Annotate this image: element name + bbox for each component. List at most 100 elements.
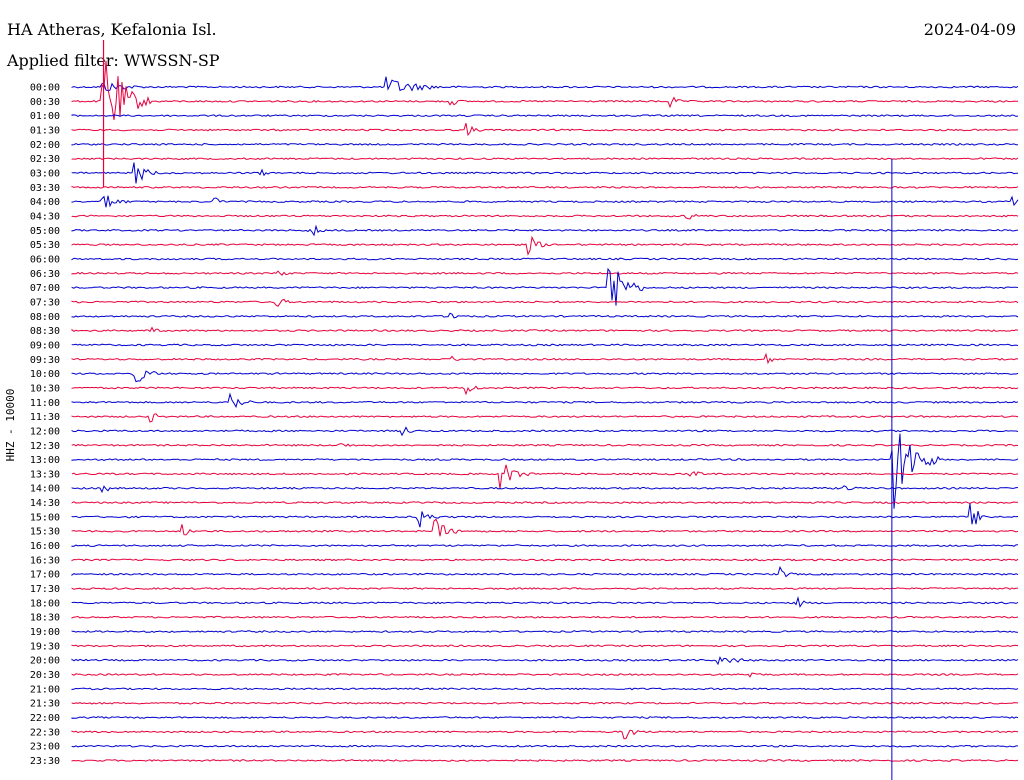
time-label: 04:30 (30, 211, 60, 222)
time-label: 12:00 (30, 426, 60, 437)
trace-line (71, 326, 1019, 333)
time-label: 17:00 (30, 570, 60, 581)
time-label: 13:30 (30, 469, 60, 480)
trace-line (71, 655, 1019, 666)
time-label: 13:00 (30, 455, 60, 466)
time-label: 22:00 (30, 713, 60, 724)
trace-line (71, 370, 1019, 383)
time-label: 18:30 (30, 613, 60, 624)
time-label: 00:30 (30, 97, 60, 108)
trace-line (71, 433, 1019, 509)
trace-line (71, 759, 1019, 762)
trace-line (71, 385, 1019, 396)
trace-line (71, 123, 1019, 137)
time-label: 09:00 (30, 340, 60, 351)
time-label: 21:30 (30, 699, 60, 710)
time-label: 03:30 (30, 183, 60, 194)
time-label: 19:00 (30, 627, 60, 638)
trace-line (71, 587, 1019, 590)
time-label: 14:30 (30, 498, 60, 509)
filter-label: Applied filter: WWSSN-SP (7, 51, 220, 70)
trace-line (71, 426, 1019, 437)
trace-line (71, 157, 1019, 161)
time-label: 15:00 (30, 512, 60, 523)
trace-line (71, 76, 1019, 92)
trace-line (71, 464, 1019, 489)
trace-line (71, 195, 1019, 208)
time-label: 04:00 (30, 197, 60, 208)
time-label: 08:30 (30, 326, 60, 337)
trace-group (71, 40, 1019, 780)
time-label: 17:30 (30, 584, 60, 595)
trace-line (71, 413, 1019, 423)
time-label: 20:00 (30, 656, 60, 667)
time-label: 16:30 (30, 555, 60, 566)
time-labels: 00:00 00:30 01:00 01:30 02:00 02:30 03:00 03:30… (30, 83, 60, 768)
trace-line (71, 213, 1019, 220)
time-label: 02:00 (30, 140, 60, 151)
trace-line (71, 595, 1019, 608)
trace-line (71, 235, 1019, 256)
time-label: 14:00 (30, 484, 60, 495)
time-label: 00:00 (30, 83, 60, 94)
time-label: 08:00 (30, 312, 60, 323)
time-label: 02:30 (30, 154, 60, 165)
trace-line (71, 162, 1019, 184)
trace-line (71, 630, 1019, 633)
trace-line (71, 343, 1019, 347)
trace-line (71, 485, 1018, 494)
time-label: 19:30 (30, 641, 60, 652)
trace-line (71, 716, 1019, 719)
trace-line (71, 729, 1019, 740)
trace-line (71, 443, 1019, 447)
station-title: HA Atheras, Kefalonia Isl. (7, 20, 217, 39)
trace-line (71, 501, 1019, 505)
time-label: 06:30 (30, 269, 60, 280)
time-label: 07:30 (30, 297, 60, 308)
trace-line (71, 270, 1019, 276)
trace-line (71, 644, 1019, 648)
trace-line (71, 701, 1019, 705)
trace-line (71, 503, 1019, 528)
time-label: 01:30 (30, 125, 60, 136)
time-label: 12:30 (30, 441, 60, 452)
trace-line (71, 312, 1019, 319)
trace-line (71, 142, 1019, 146)
time-label: 11:00 (30, 398, 60, 409)
trace-line (71, 60, 1018, 121)
time-label: 07:00 (30, 283, 60, 294)
time-label: 01:00 (30, 111, 60, 122)
time-label: 23:00 (30, 742, 60, 753)
trace-line (71, 352, 1019, 365)
time-label: 05:30 (30, 240, 60, 251)
time-label: 23:30 (30, 756, 60, 767)
time-label: 11:30 (30, 412, 60, 423)
trace-line (71, 392, 1019, 409)
trace-line (71, 565, 1019, 578)
time-label: 10:00 (30, 369, 60, 380)
time-label: 15:30 (30, 527, 60, 538)
trace-line (71, 257, 1019, 261)
trace-line (71, 114, 1019, 118)
trace-line (71, 298, 1019, 307)
time-label: 09:30 (30, 355, 60, 366)
time-label: 05:00 (30, 226, 60, 237)
time-label: 18:00 (30, 598, 60, 609)
time-label: 20:30 (30, 670, 60, 681)
trace-line (71, 687, 1019, 691)
time-label: 06:00 (30, 254, 60, 265)
time-label: 16:00 (30, 541, 60, 552)
trace-line (71, 672, 1019, 678)
trace-line (71, 558, 1019, 562)
time-label: 03:00 (30, 168, 60, 179)
trace-line (71, 267, 1019, 306)
trace-line (71, 615, 1019, 619)
date-label: 2024-04-09 (923, 20, 1016, 39)
trace-line (71, 518, 1019, 537)
trace-line (71, 185, 1019, 189)
time-label: 22:30 (30, 727, 60, 738)
trace-line (71, 224, 1019, 237)
trace-line (71, 544, 1019, 547)
time-label: 21:00 (30, 684, 60, 695)
